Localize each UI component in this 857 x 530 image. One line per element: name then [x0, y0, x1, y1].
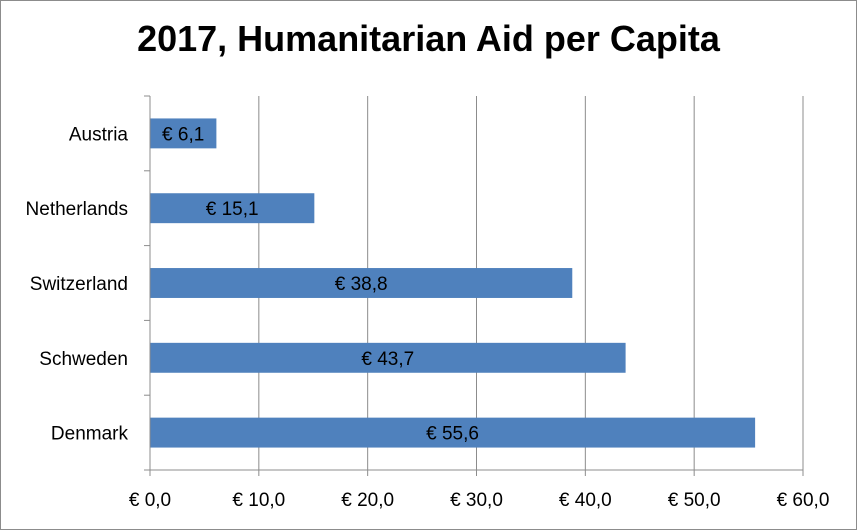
- x-tick-label: € 40,0: [559, 490, 612, 511]
- labels: € 0,0 € 10,0 € 20,0 € 30,0 € 40,0 € 50,0 € 60,…: [26, 124, 830, 511]
- chart-title: 2017, Humanitarian Aid per Capita: [137, 18, 720, 59]
- x-tick-label: € 60,0: [777, 490, 830, 511]
- category-label: Austria: [69, 124, 129, 145]
- bar: [150, 342, 626, 373]
- x-tick-label: € 50,0: [668, 490, 721, 511]
- data-label: € 38,8: [335, 274, 388, 295]
- x-tick-label: € 20,0: [341, 490, 394, 511]
- data-label: € 55,6: [426, 424, 479, 445]
- bar: [150, 118, 217, 149]
- bar: [150, 417, 756, 448]
- bar: [150, 193, 315, 224]
- category-label: Switzerland: [30, 274, 128, 295]
- x-tick-label: € 10,0: [232, 490, 285, 511]
- bar: [150, 268, 573, 298]
- data-label: € 15,1: [206, 199, 259, 220]
- axes: [144, 95, 804, 476]
- category-label: Netherlands: [26, 199, 128, 220]
- data-label: € 6,1: [162, 124, 204, 145]
- x-tick-label: € 30,0: [450, 490, 503, 511]
- category-label: Schweden: [39, 349, 128, 370]
- bars: [150, 118, 756, 448]
- x-tick-label: € 0,0: [129, 490, 171, 511]
- data-label: € 43,7: [361, 349, 414, 370]
- category-label: Denmark: [51, 424, 129, 445]
